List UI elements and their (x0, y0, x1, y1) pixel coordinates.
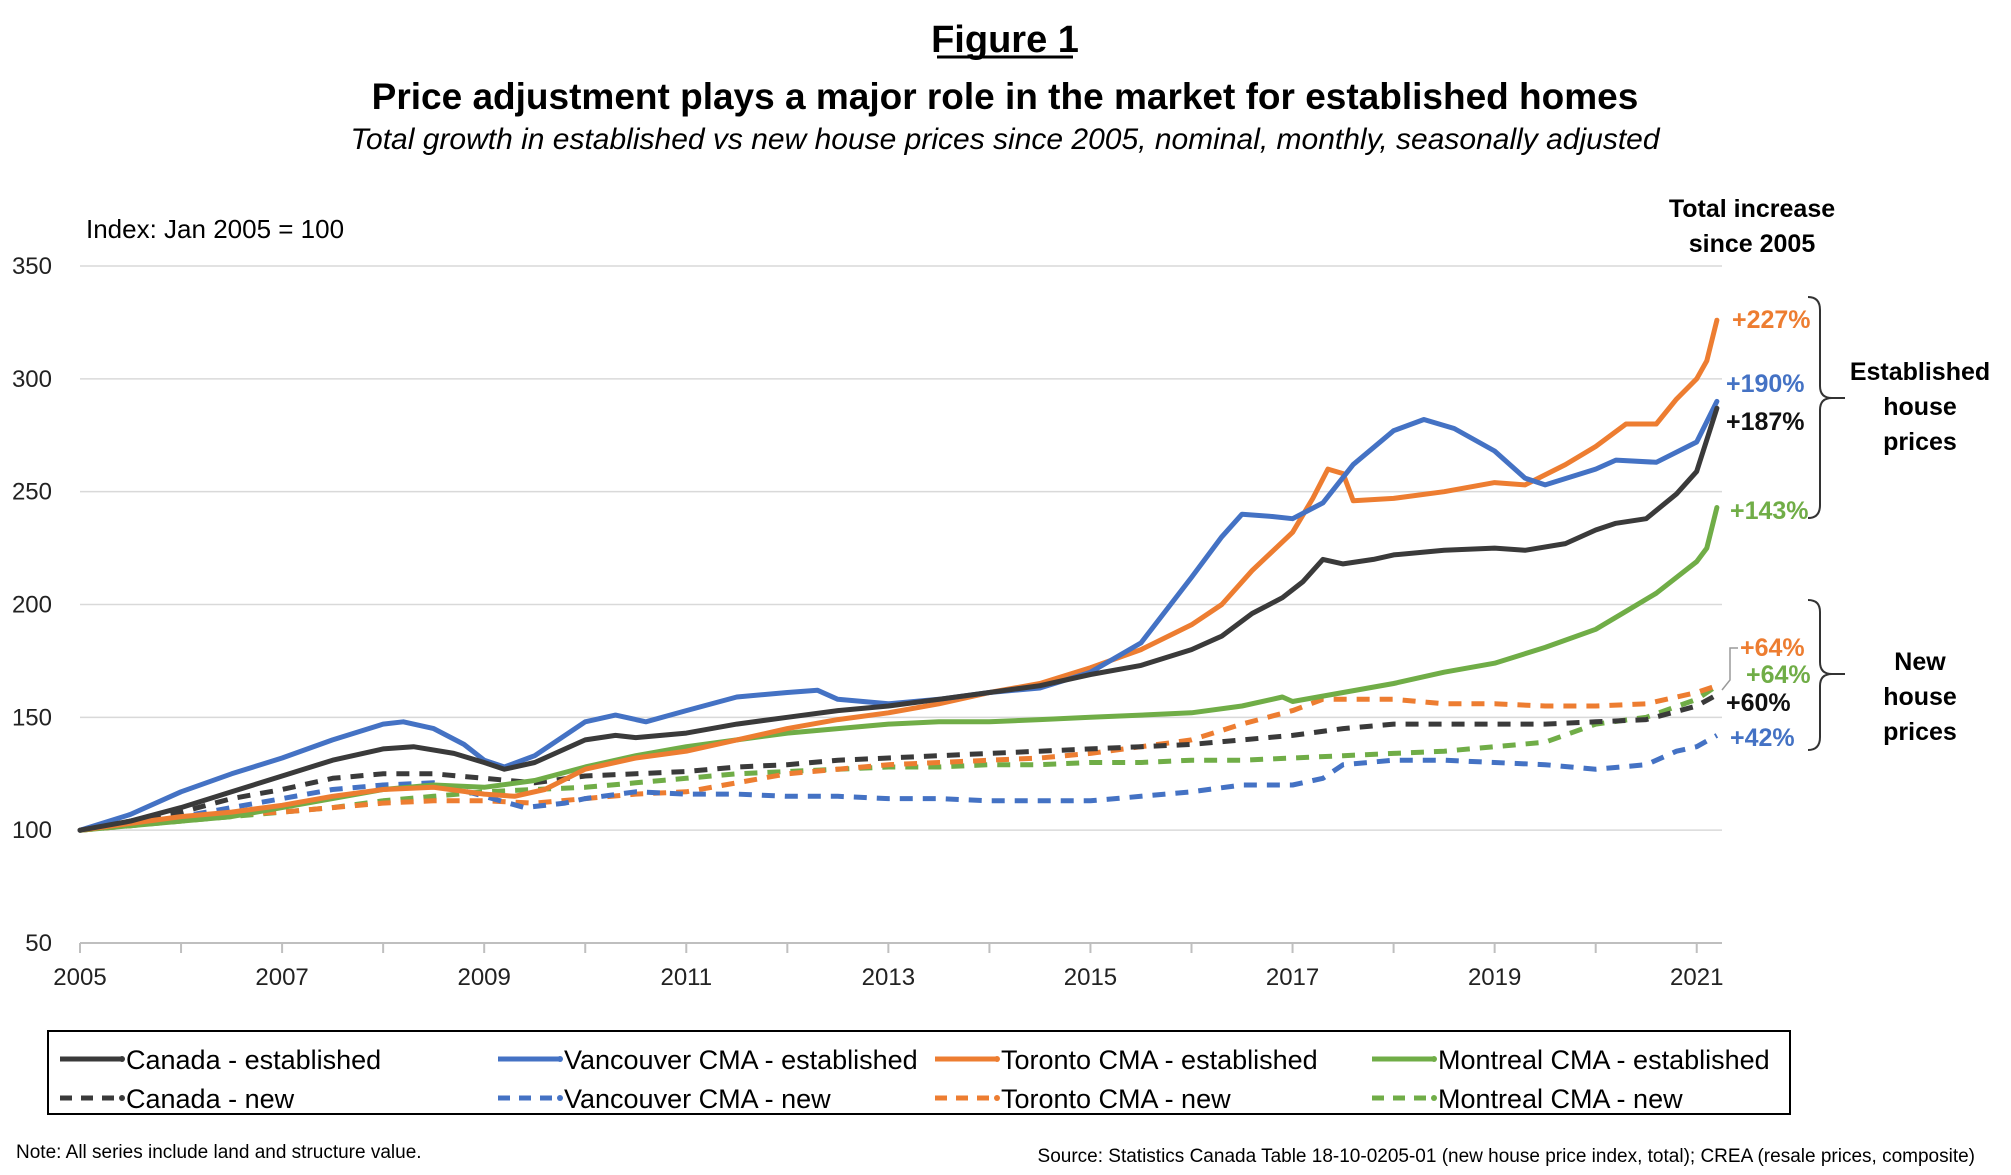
legend-swatch-dot-7 (1431, 1095, 1437, 1101)
end-label-0: +187% (1726, 408, 1805, 436)
x-tick-label: 2011 (660, 964, 712, 991)
end-label-4: +60% (1726, 689, 1791, 717)
end-label-7: +64% (1746, 661, 1811, 689)
legend-label-0: Canada - established (126, 1045, 381, 1075)
established-group-line1: Established (1850, 358, 1990, 386)
y-axis: 50 100 150 200 250 300 350 (12, 253, 52, 957)
established-group-line3: prices (1883, 428, 1957, 456)
x-tick-label: 2013 (862, 964, 915, 991)
new-group-line2: house (1883, 683, 1957, 711)
footnote: Note: All series include land and struct… (16, 1142, 422, 1163)
y-tick-label: 50 (25, 930, 52, 957)
legend-swatch-dot-6 (994, 1095, 1000, 1101)
series-line-4 (79, 692, 1719, 833)
y-axis-label: Index: Jan 2005 = 100 (86, 214, 344, 244)
legend-swatch-dot-5 (557, 1095, 563, 1101)
end-label-3: +143% (1730, 497, 1809, 525)
series-line-2 (77, 317, 1720, 833)
end-labels: +187% +190% +227% +143% +60% +42% +64%+64% (1721, 306, 1811, 752)
x-tick-label: 2017 (1266, 964, 1319, 991)
y-tick-label: 350 (12, 253, 52, 280)
series-line-3 (77, 505, 1720, 833)
end-label-2: +227% (1732, 306, 1811, 334)
series-line-5 (79, 733, 1719, 833)
new-bracket (1807, 599, 1833, 751)
y-tick-label: 100 (12, 817, 52, 844)
legend-box (47, 1030, 1791, 1115)
series-line-1 (77, 398, 1720, 833)
figure-label: Figure 1 (931, 19, 1079, 61)
x-tick-label: 2019 (1468, 964, 1521, 991)
x-tick-label: 2007 (255, 964, 308, 991)
y-tick-label: 300 (12, 366, 52, 393)
legend-label-3: Montreal CMA - established (1438, 1045, 1770, 1075)
series-line-6 (79, 683, 1718, 833)
gridlines (80, 265, 1722, 831)
legend-label-2: Toronto CMA - established (1001, 1045, 1318, 1075)
legend-swatch-dot-3 (1431, 1056, 1437, 1062)
legend-swatch-dot-4 (119, 1095, 125, 1101)
end-label-6: +64% (1740, 634, 1805, 662)
end-label-1: +190% (1726, 370, 1805, 398)
legend-swatch-dot-1 (557, 1056, 563, 1062)
legend-label-6: Toronto CMA - new (1001, 1084, 1231, 1114)
x-tick-label: 2021 (1670, 964, 1723, 991)
y-tick-label: 250 (12, 479, 52, 506)
established-bracket (1807, 296, 1833, 519)
y-tick-label: 150 (12, 704, 52, 731)
y-tick-label: 200 (12, 592, 52, 619)
series-line-0 (77, 405, 1720, 833)
series-line-7 (79, 683, 1719, 833)
x-axis: 2005 2007 2009 2011 2013 2015 2017 2019 2021 (53, 942, 1723, 991)
legend-swatch-dot-0 (119, 1056, 125, 1062)
x-tick-label: 2015 (1064, 964, 1117, 991)
x-tick-label: 2009 (457, 964, 510, 991)
legend-label-4: Canada - new (126, 1084, 295, 1114)
chart-subtitle: Total growth in established vs new house… (350, 123, 1660, 156)
legend-label-7: Montreal CMA - new (1438, 1084, 1683, 1114)
legend-label-1: Vancouver CMA - established (564, 1045, 918, 1075)
total-increase-header-line1: Total increase (1669, 195, 1835, 223)
x-tick-label: 2005 (53, 964, 106, 991)
series-lines (77, 317, 1720, 833)
legend-label-5: Vancouver CMA - new (564, 1084, 831, 1114)
end-label-5: +42% (1730, 724, 1795, 752)
legend: Canada - established Vancouver CMA - esta… (47, 1030, 1791, 1115)
total-increase-header-line2: since 2005 (1689, 230, 1816, 258)
new-group-line1: New (1894, 648, 1946, 676)
legend-swatch-dot-2 (994, 1056, 1000, 1062)
source-note: Source: Statistics Canada Table 18-10-02… (1038, 1146, 1975, 1167)
new-group-line3: prices (1883, 718, 1957, 746)
chart-title: Price adjustment plays a major role in t… (372, 76, 1639, 117)
toronto-new-leader-line (1721, 647, 1738, 691)
established-group-line2: house (1883, 393, 1957, 421)
